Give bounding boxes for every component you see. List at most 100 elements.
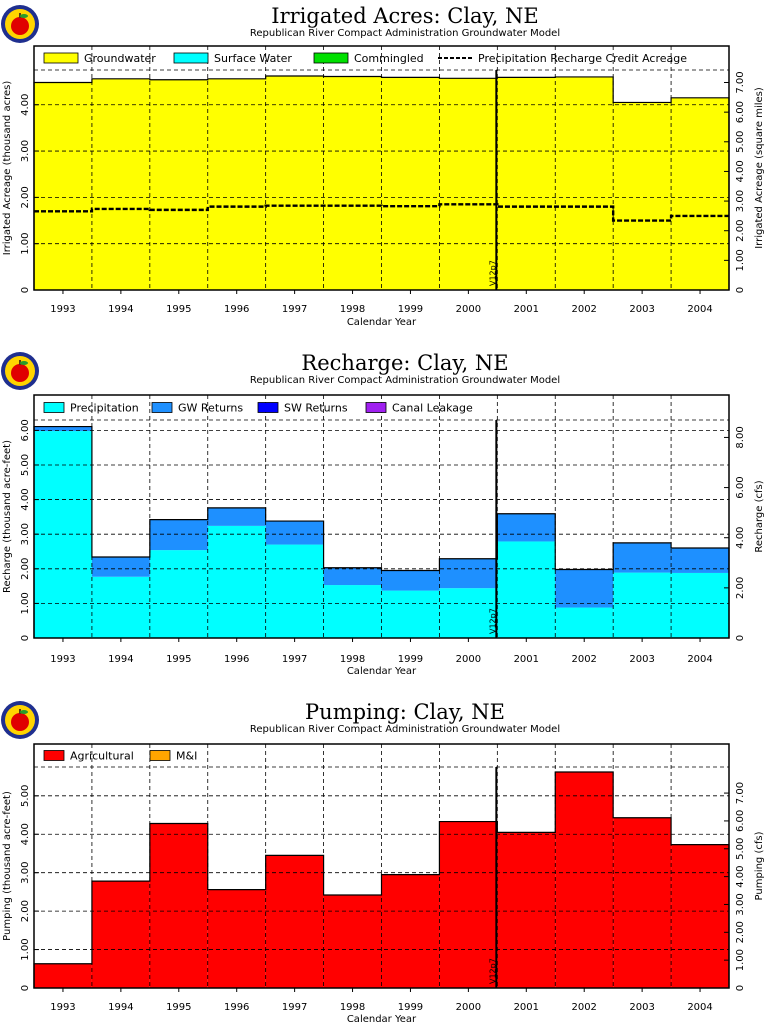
legend-label: Canal Leakage (392, 402, 473, 415)
y-axis-left: 0 1.00 2.00 3.00 4.00 5.00 Pumping (thousand a… (2, 785, 39, 991)
bar-agricultural-2003 (613, 817, 672, 988)
bar-agricultural-1998 (323, 894, 382, 988)
x-axis: 1993 1994 1995 1996 1997 1998 1999 2000 2001 2002… (50, 290, 713, 328)
y2-tick-label: 1.00 (735, 249, 746, 271)
bar-precipitation-2001 (497, 541, 556, 638)
legend-swatch (149, 750, 171, 761)
x-tick-label: 1995 (166, 654, 191, 665)
legend-swatch (313, 52, 349, 64)
y2-tick-label: 6.00 (735, 810, 746, 832)
bar-agricultural-2002 (555, 771, 614, 988)
y2-axis-label: Irrigated Acreage (square miles) (754, 87, 765, 249)
y-tick-label: 6.00 (20, 419, 31, 441)
bar-gw-returns-1996 (207, 507, 266, 526)
y-tick-label: 1.00 (20, 592, 31, 614)
y-tick-label: 5.00 (20, 454, 31, 476)
legend-swatch (173, 52, 209, 64)
bar-groundwater-1996 (207, 78, 266, 290)
version-marker-label: V12p7 (488, 260, 497, 286)
chart-title: Recharge: Clay, NE (301, 351, 508, 375)
bar-agricultural-1993 (34, 963, 92, 988)
legend-label: Precipitation Recharge Credit Acreage (478, 52, 687, 65)
x-tick-label: 2003 (629, 304, 654, 315)
legend-swatch (365, 402, 387, 413)
legend-label: Groundwater (84, 52, 156, 65)
y-axis-label: Irrigated Acreage (thousand acres) (2, 81, 13, 256)
y2-tick-label: 6.00 (735, 476, 746, 498)
apple-logo-icon (1, 5, 39, 43)
x-tick-label: 2004 (687, 1002, 712, 1013)
x-axis-label: Calendar Year (347, 1014, 417, 1024)
y-axis-left: 0 1.00 2.00 3.00 4.00 Irrigated Acreage (thou… (2, 81, 39, 293)
plot-frame (33, 743, 730, 989)
x-tick-label: 1993 (50, 654, 75, 665)
bar-agricultural-1999 (381, 874, 440, 988)
y-tick-label: 5.00 (20, 785, 31, 807)
y-axis-right: 0 2.00 4.00 6.00 8.00 Recharge (cfs) (724, 426, 765, 641)
y2-tick-label: 5.00 (735, 131, 746, 153)
y-tick-label: 2.00 (20, 186, 31, 208)
bar-gw-returns-2004 (671, 548, 729, 573)
y2-tick-label: 1.00 (735, 949, 746, 971)
y2-axis-label: Pumping (cfs) (754, 831, 765, 900)
x-tick-label: 2001 (514, 654, 539, 665)
version-marker-label: V12p7 (488, 608, 497, 634)
bar-precipitation-2002 (555, 607, 614, 638)
apple-logo-icon (1, 701, 39, 739)
x-tick-label: 1995 (166, 304, 191, 315)
bar-precipitation-1999 (381, 590, 440, 638)
y2-axis-label: Recharge (cfs) (754, 480, 765, 552)
legend-label: SW Returns (284, 402, 348, 415)
y-tick-label: 0 (20, 287, 31, 293)
bar-groundwater-1997 (265, 76, 324, 290)
bar-precipitation-1997 (265, 544, 324, 638)
x-tick-label: 2004 (687, 654, 712, 665)
legend-label: Agricultural (70, 750, 134, 763)
x-tick-label: 1996 (224, 1002, 249, 1013)
x-tick-label: 2002 (571, 1002, 596, 1013)
bar-groundwater-2003 (613, 102, 672, 290)
legend-swatch (257, 402, 279, 413)
legend-label: M&I (176, 750, 197, 763)
legend: Agricultural M&I (43, 750, 197, 763)
y-axis-left: 0 1.00 2.00 3.00 4.00 5.00 6.00 Recharge (thous… (2, 419, 39, 641)
x-tick-label: 1998 (340, 1002, 365, 1013)
y2-tick-label: 7.00 (735, 71, 746, 93)
plot-frame (33, 394, 730, 639)
x-tick-label: 1994 (108, 304, 133, 315)
x-tick-label: 1996 (224, 654, 249, 665)
y2-tick-label: 6.00 (735, 101, 746, 123)
bar-gw-returns-1997 (265, 521, 324, 545)
bar-agricultural-2001 (497, 832, 556, 988)
legend: Precipitation GW Returns SW Returns Canal L… (43, 402, 473, 415)
y-axis-label: Recharge (thousand acre-feet) (2, 440, 13, 593)
x-tick-label: 2002 (571, 654, 596, 665)
x-axis: 1993 1994 1995 1996 1997 1998 1999 2000 2001 2002… (50, 638, 713, 677)
bar-gw-returns-1994 (91, 557, 150, 577)
x-tick-label: 1997 (282, 654, 307, 665)
legend-swatch (43, 52, 79, 64)
apple-logo-icon (1, 352, 39, 390)
bar-gw-returns-1999 (381, 570, 440, 591)
chart-subtitle: Republican River Compact Administration … (250, 375, 560, 386)
x-tick-label: 1999 (398, 1002, 423, 1013)
grid (34, 46, 729, 290)
bar-gw-returns-2001 (497, 513, 556, 542)
x-tick-label: 2000 (456, 654, 481, 665)
x-tick-label: 2001 (514, 304, 539, 315)
bar-agricultural-1997 (265, 855, 324, 988)
chart-subtitle: Republican River Compact Administration … (250, 28, 560, 39)
x-tick-label: 2001 (514, 1002, 539, 1013)
y-tick-label: 3.00 (20, 140, 31, 162)
y2-tick-label: 4.00 (735, 527, 746, 549)
y2-tick-label: 2.00 (735, 577, 746, 599)
y2-tick-label: 3.00 (735, 190, 746, 212)
y-tick-label: 4.00 (20, 488, 31, 510)
y-axis-right: 0 1.00 2.00 3.00 4.00 5.00 6.00 7.00 Pumping (cf… (724, 782, 765, 991)
legend-label: Precipitation (70, 402, 139, 415)
x-tick-label: 1993 (50, 1002, 75, 1013)
chart-title: Irrigated Acres: Clay, NE (271, 4, 538, 28)
